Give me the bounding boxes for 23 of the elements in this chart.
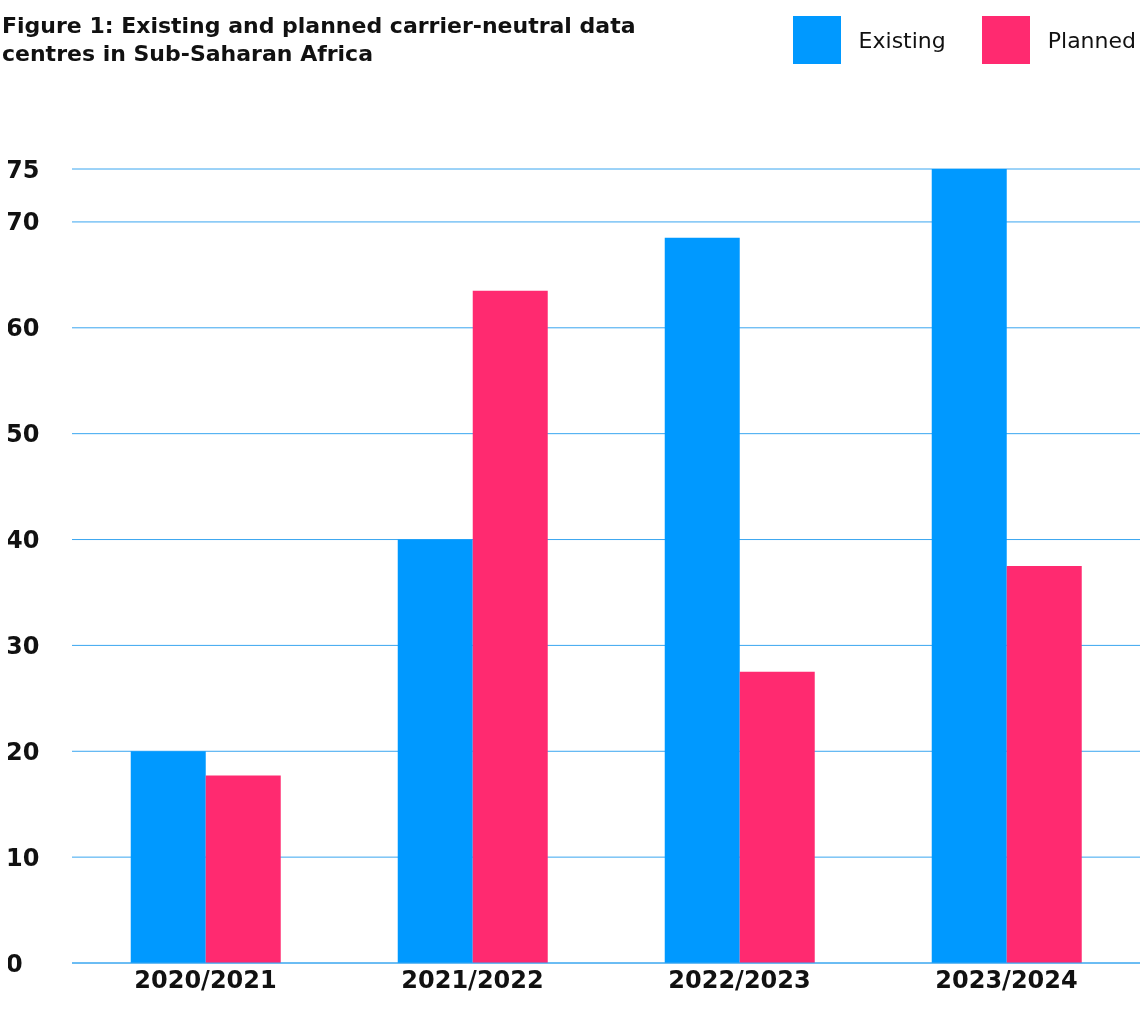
y-tick-label: 60	[6, 314, 40, 343]
x-tick-label: 2020/2021	[134, 966, 277, 995]
y-tick-label: 30	[6, 631, 40, 660]
bar	[397, 539, 473, 963]
bar	[664, 237, 740, 963]
bar	[739, 671, 815, 963]
y-tick-label: 20	[6, 737, 40, 766]
bar	[472, 290, 548, 963]
y-tick-label: 0	[6, 949, 23, 978]
y-tick-label: 75	[6, 155, 40, 184]
chart-title: Figure 1: Existing and planned carrier-neutral data centres in Sub-Saharan Africa	[2, 12, 637, 68]
bar	[130, 751, 206, 963]
y-tick-label: 70	[6, 208, 40, 237]
legend-label: Existing	[858, 27, 946, 53]
x-tick-label: 2022/2023	[668, 966, 811, 995]
bar	[931, 169, 1007, 963]
bar	[205, 775, 281, 963]
legend-label: Planned	[1047, 27, 1136, 53]
x-tick-label: 2023/2024	[935, 966, 1078, 995]
y-tick-label: 10	[6, 843, 40, 872]
bar	[1006, 566, 1082, 963]
y-tick-label: 50	[6, 420, 40, 449]
x-tick-label: 2021/2022	[401, 966, 544, 995]
